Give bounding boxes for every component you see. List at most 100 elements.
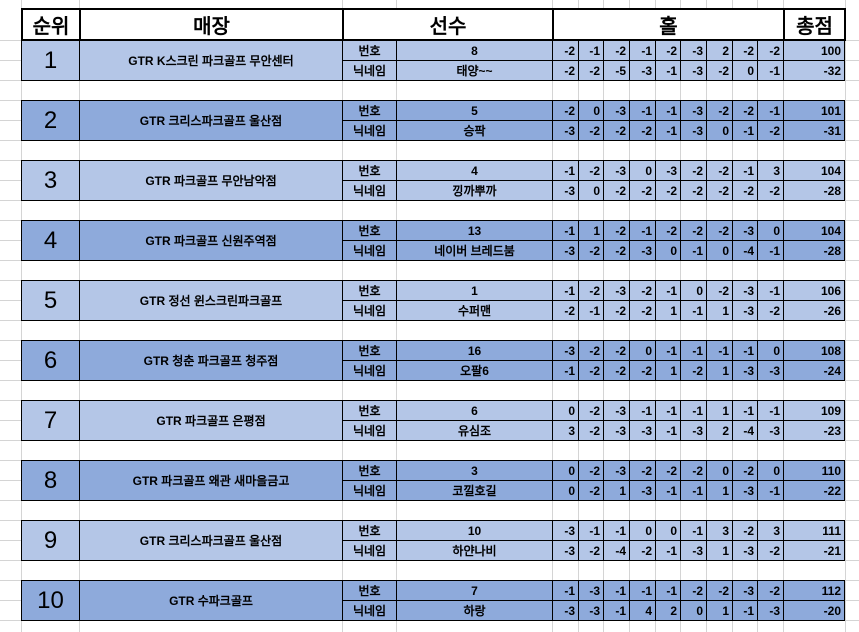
hole-score: -2 xyxy=(706,180,733,201)
hole-score: -3 xyxy=(552,180,579,201)
player-number: 16 xyxy=(396,340,553,361)
hole-score: -2 xyxy=(578,420,604,441)
hole-score: -1 xyxy=(732,160,758,181)
player-nickname: 승팍 xyxy=(396,120,553,141)
hole-score: -3 xyxy=(757,420,784,441)
hole-score: -2 xyxy=(603,220,630,241)
hole-score: -1 xyxy=(552,220,579,241)
total-diff: -21 xyxy=(783,540,845,561)
hole-score: 0 xyxy=(552,400,579,421)
store-cell: GTR 크리스파크골프 울산점 xyxy=(79,520,343,561)
hole-score: 1 xyxy=(706,480,733,501)
number-label: 번호 xyxy=(342,160,397,181)
hole-score: 4 xyxy=(629,600,656,621)
hole-score: -1 xyxy=(655,480,681,501)
number-label: 번호 xyxy=(342,280,397,301)
hole-score: 1 xyxy=(706,600,733,621)
hole-score: -2 xyxy=(757,120,784,141)
hole-score: 0 xyxy=(757,460,784,481)
hole-score: -3 xyxy=(680,60,707,81)
player-nickname: 수퍼맨 xyxy=(396,300,553,321)
hole-score: 0 xyxy=(680,600,707,621)
hole-score: 0 xyxy=(706,120,733,141)
total-score: 112 xyxy=(783,580,845,601)
hole-score: 2 xyxy=(706,40,733,61)
hole-score: 1 xyxy=(603,480,630,501)
store-cell: GTR 파크골프 신원주역점 xyxy=(79,220,343,261)
hole-score: -1 xyxy=(655,540,681,561)
store-cell: GTR 정선 윈스크린파크골프 xyxy=(79,280,343,321)
hole-score: -2 xyxy=(680,220,707,241)
hole-score: -3 xyxy=(732,540,758,561)
player-number: 7 xyxy=(396,580,553,601)
rank-cell: 10 xyxy=(21,580,80,621)
hole-score: -2 xyxy=(732,100,758,121)
hole-score: -1 xyxy=(680,240,707,261)
hole-score: -1 xyxy=(655,420,681,441)
hole-score: -3 xyxy=(552,120,579,141)
store-cell: GTR 파크골프 은평점 xyxy=(79,400,343,441)
hole-score: 0 xyxy=(629,520,656,541)
hole-score: -2 xyxy=(552,60,579,81)
hole-score: -2 xyxy=(578,360,604,381)
hole-score: -1 xyxy=(629,40,656,61)
hole-score: 0 xyxy=(552,460,579,481)
total-diff: -22 xyxy=(783,480,845,501)
nickname-label: 닉네임 xyxy=(342,240,397,261)
number-label: 번호 xyxy=(342,460,397,481)
hole-score: -2 xyxy=(552,300,579,321)
hole-score: -2 xyxy=(732,460,758,481)
hole-score: 3 xyxy=(706,520,733,541)
total-score: 101 xyxy=(783,100,845,121)
total-score: 100 xyxy=(783,40,845,61)
hole-score: -3 xyxy=(578,600,604,621)
hole-score: -1 xyxy=(706,340,733,361)
nickname-label: 닉네임 xyxy=(342,420,397,441)
hole-score: -3 xyxy=(552,240,579,261)
hole-score: -3 xyxy=(552,600,579,621)
nickname-label: 닉네임 xyxy=(342,120,397,141)
hole-score: -1 xyxy=(655,120,681,141)
store-cell: GTR 수파크골프 xyxy=(79,580,343,621)
hole-score: -2 xyxy=(552,100,579,121)
hole-score: -3 xyxy=(732,280,758,301)
header-player: 선수 xyxy=(342,8,554,41)
hole-score: 2 xyxy=(706,420,733,441)
hole-score: 1 xyxy=(706,540,733,561)
hole-score: 0 xyxy=(655,240,681,261)
hole-score: 0 xyxy=(655,520,681,541)
nickname-label: 닉네임 xyxy=(342,60,397,81)
hole-score: -1 xyxy=(732,340,758,361)
hole-score: -2 xyxy=(680,460,707,481)
player-number: 6 xyxy=(396,400,553,421)
hole-score: -2 xyxy=(732,180,758,201)
hole-score: -2 xyxy=(706,160,733,181)
player-nickname: 하랑 xyxy=(396,600,553,621)
hole-score: -2 xyxy=(757,580,784,601)
hole-score: -3 xyxy=(552,540,579,561)
hole-score: -2 xyxy=(578,240,604,261)
hole-score: -1 xyxy=(629,580,656,601)
hole-score: -1 xyxy=(732,120,758,141)
hole-score: -2 xyxy=(629,180,656,201)
nickname-label: 닉네임 xyxy=(342,360,397,381)
number-label: 번호 xyxy=(342,520,397,541)
hole-score: -3 xyxy=(680,420,707,441)
total-score: 111 xyxy=(783,520,845,541)
hole-score: -3 xyxy=(629,240,656,261)
number-label: 번호 xyxy=(342,400,397,421)
hole-score: -2 xyxy=(629,280,656,301)
hole-score: -2 xyxy=(680,360,707,381)
hole-score: 1 xyxy=(655,360,681,381)
hole-score: -1 xyxy=(603,520,630,541)
hole-score: -2 xyxy=(732,40,758,61)
hole-score: 2 xyxy=(655,600,681,621)
hole-score: -2 xyxy=(629,360,656,381)
hole-score: -2 xyxy=(578,540,604,561)
hole-score: -2 xyxy=(680,580,707,601)
player-nickname: 유심조 xyxy=(396,420,553,441)
hole-score: -2 xyxy=(706,280,733,301)
hole-score: -2 xyxy=(578,160,604,181)
hole-score: -3 xyxy=(732,360,758,381)
hole-score: 0 xyxy=(757,340,784,361)
